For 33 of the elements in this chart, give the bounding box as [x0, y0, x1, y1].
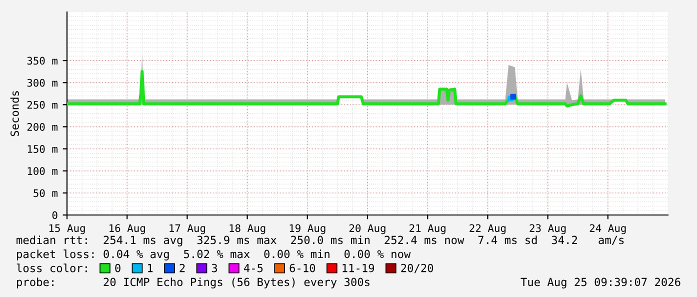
x-tick-label: 20 Aug — [349, 224, 386, 234]
text: Tue Aug 25 09:39:07 2026 — [520, 278, 680, 288]
x-tick-label: 23 Aug — [530, 224, 566, 234]
line-series — [67, 70, 667, 108]
y-tick-label: 250 m — [27, 100, 58, 109]
x-tick-label: 21 Aug — [410, 224, 446, 234]
y-tick-label: 50 m — [34, 189, 58, 198]
y-tick-label: 350 m — [27, 56, 58, 65]
y-tick-label: 150 m — [28, 145, 58, 153]
y-tick-label: 100 m — [28, 167, 58, 176]
legend-label: 4-5 — [244, 264, 263, 272]
legend-label: 2 — [180, 264, 185, 272]
legend-label: 20/20 — [401, 264, 434, 274]
y-tick-label: 200 m — [27, 122, 58, 131]
x-tick-label: 17 Aug — [170, 224, 206, 234]
legend-title: loss color: — [16, 264, 87, 272]
x-tick-label: 24 Aug — [590, 224, 626, 234]
text: packet loss: 0.04 % avg 5.02 % max 0.00 % min 0.00 % now — [17, 250, 411, 260]
y-tick-label: 0 — [52, 211, 58, 220]
y-tick-label: 300 m — [27, 78, 58, 87]
legend-label: 0 — [115, 264, 120, 272]
legend-label: 1 — [148, 264, 153, 272]
x-tick-label: 22 Aug — [470, 224, 506, 234]
x-tick-label: 19 Aug — [290, 224, 326, 234]
text: median rtt: 254.1 ms avg 325.9 ms max 250.0 ms min 252.4 ms now 7.4 ms sd 34.2 am/s — [16, 236, 624, 246]
legend-label: 11-19 — [342, 264, 374, 272]
x-tick-label: 15 Aug — [49, 224, 85, 234]
x-tick-label: 16 Aug — [110, 224, 145, 234]
x-tick-label: 18 Aug — [230, 224, 266, 234]
legend-label: 6-10 — [290, 264, 316, 272]
legend-label: 3 — [212, 264, 218, 272]
text: probe: 20 ICMP Echo Pings (56 Bytes) every 300s — [17, 278, 370, 288]
y-axis-title: Seconds — [10, 91, 19, 136]
